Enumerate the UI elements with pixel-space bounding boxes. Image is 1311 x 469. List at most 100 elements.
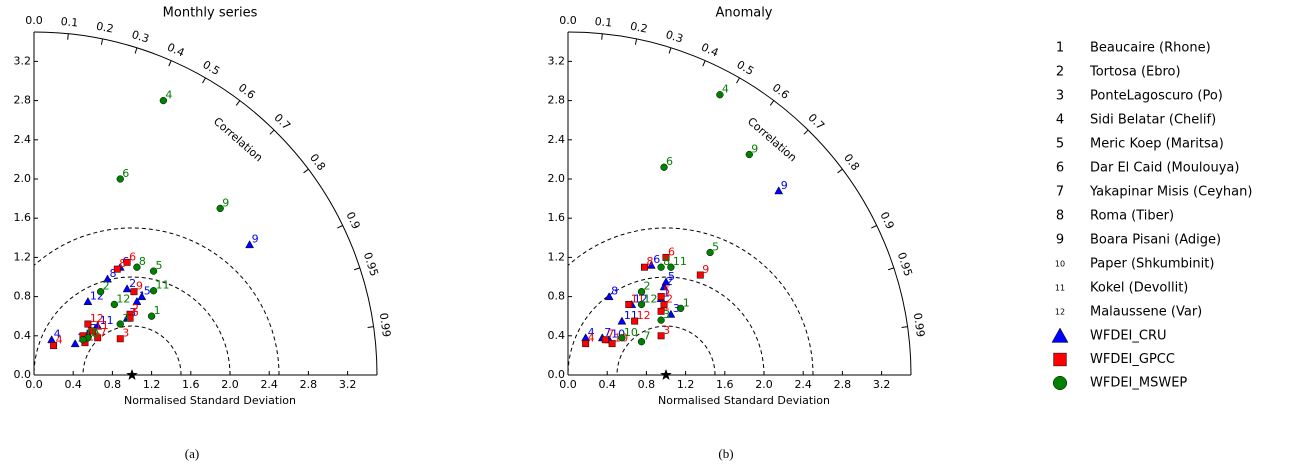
point-label: 2 <box>644 280 651 293</box>
point-label: 5 <box>144 285 151 298</box>
point-label: 2 <box>666 292 673 305</box>
marker-triangle <box>661 277 671 286</box>
y-tick-label: 0.8 <box>14 290 32 303</box>
y-tick-label: 3.2 <box>14 54 32 67</box>
marker-circle <box>637 288 646 296</box>
chart-title: Anomaly <box>715 6 772 21</box>
point-label: 9 <box>252 233 259 246</box>
point-label: 7 <box>644 330 651 343</box>
marker-square <box>582 340 590 348</box>
legend-station: Yakapinar Misis (Ceyhan) <box>1089 185 1252 200</box>
marker-square <box>625 300 633 308</box>
legend-number: 8 <box>1056 209 1064 224</box>
point-label: 12 <box>116 292 130 305</box>
marker-circle <box>116 175 124 183</box>
x-tick-label: 3.2 <box>339 378 357 391</box>
x-tick-label: 0.8 <box>104 378 122 391</box>
corr-tick <box>100 38 104 45</box>
marker-circle <box>667 263 675 271</box>
x-tick-label: 1.6 <box>716 378 734 391</box>
point-label: 2 <box>129 277 136 290</box>
marker-triangle <box>70 339 80 348</box>
corr-tick-label: 0.4 <box>165 41 186 60</box>
chart-title: Monthly series <box>163 6 258 21</box>
corr-tick-label: 0.2 <box>95 20 115 36</box>
point-label: 5 <box>712 241 719 254</box>
point-label: 1 <box>683 296 690 309</box>
corr-tick-label: 0.7 <box>805 111 827 133</box>
legend-station: Boara Pisani (Adige) <box>1090 233 1221 248</box>
marker-triangle <box>83 296 93 305</box>
marker-square <box>113 265 121 273</box>
x-tick-label: 2.8 <box>300 378 318 391</box>
marker-square <box>696 271 704 279</box>
point-label: 8 <box>110 267 117 280</box>
marker-circle <box>660 163 668 171</box>
marker-triangle <box>132 296 142 305</box>
point-label: 2 <box>132 302 139 315</box>
x-tick-label: 3.2 <box>873 378 891 391</box>
point-label: 7 <box>607 328 614 341</box>
legend-number: 5 <box>1056 137 1064 152</box>
legend-number: 2 <box>1056 65 1064 80</box>
marker-square <box>657 332 665 340</box>
y-tick-label: 2.4 <box>548 133 566 146</box>
corr-tick-label: 0.95 <box>361 251 381 278</box>
x-tick-label: 0.4 <box>598 378 616 391</box>
point-label: 4 <box>165 89 172 102</box>
y-tick-label: 2.0 <box>14 172 32 185</box>
legend-number: 12 <box>1055 308 1065 317</box>
legend-number: 4 <box>1056 113 1064 128</box>
y-tick-label: 2.4 <box>14 133 32 146</box>
marker-circle <box>149 287 158 295</box>
marker-circle <box>116 320 124 328</box>
legend-number: 6 <box>1056 161 1064 176</box>
x-tick-label: 0.8 <box>638 378 656 391</box>
y-tick-label: 0.0 <box>548 368 566 381</box>
x-tick-label: 2.0 <box>755 378 773 391</box>
corr-tick-label: 0.9 <box>877 210 896 231</box>
corr-tick-label: 0.1 <box>594 15 613 30</box>
corr-tick <box>303 168 309 174</box>
point-label: 7 <box>604 326 611 339</box>
point-label: 1 <box>154 304 161 317</box>
x-tick-label: 2.4 <box>260 378 278 391</box>
point-label: 6 <box>653 253 660 266</box>
marker-square <box>631 317 639 325</box>
marker-square <box>126 314 134 322</box>
marker-triangle <box>774 186 784 195</box>
marker-circle <box>706 248 714 257</box>
corr-tick <box>634 38 638 45</box>
point-label: 4 <box>54 328 61 341</box>
point-label: 3 <box>663 324 670 337</box>
rms-contour <box>567 227 814 376</box>
x-tick-label: 0.0 <box>559 378 577 391</box>
corr-tick-label: 0.6 <box>770 81 792 102</box>
marker-circle <box>216 204 224 213</box>
point-label: 5 <box>156 259 163 272</box>
legend-number: 1 <box>1056 41 1064 56</box>
x-tick-label: 2.8 <box>834 378 852 391</box>
legend-station: PonteLagoscuro (Po) <box>1090 89 1223 104</box>
marker-circle <box>1052 375 1068 391</box>
corr-tick <box>168 60 172 67</box>
marker-triangle <box>137 292 147 301</box>
legend-station: Roma (Tiber) <box>1090 209 1174 224</box>
point-label: 8 <box>646 255 653 268</box>
correlation-arc <box>567 31 912 376</box>
marker-circle <box>149 267 158 275</box>
corr-tick <box>601 33 603 40</box>
corr-tick <box>803 129 809 135</box>
reference-point <box>126 369 138 380</box>
point-label: 3 <box>663 308 670 321</box>
x-tick-label: 2.0 <box>221 378 239 391</box>
point-label: 8 <box>611 285 618 298</box>
rms-contour <box>33 227 280 376</box>
point-label: 11 <box>156 279 170 292</box>
marker-triangle <box>666 309 676 318</box>
corr-tick <box>134 47 138 54</box>
marker-square <box>657 293 665 301</box>
legend-number: 7 <box>1056 185 1064 200</box>
legend-station: Sidi Belatar (Chelif) <box>1090 113 1216 128</box>
point-label: 4 <box>588 332 595 345</box>
